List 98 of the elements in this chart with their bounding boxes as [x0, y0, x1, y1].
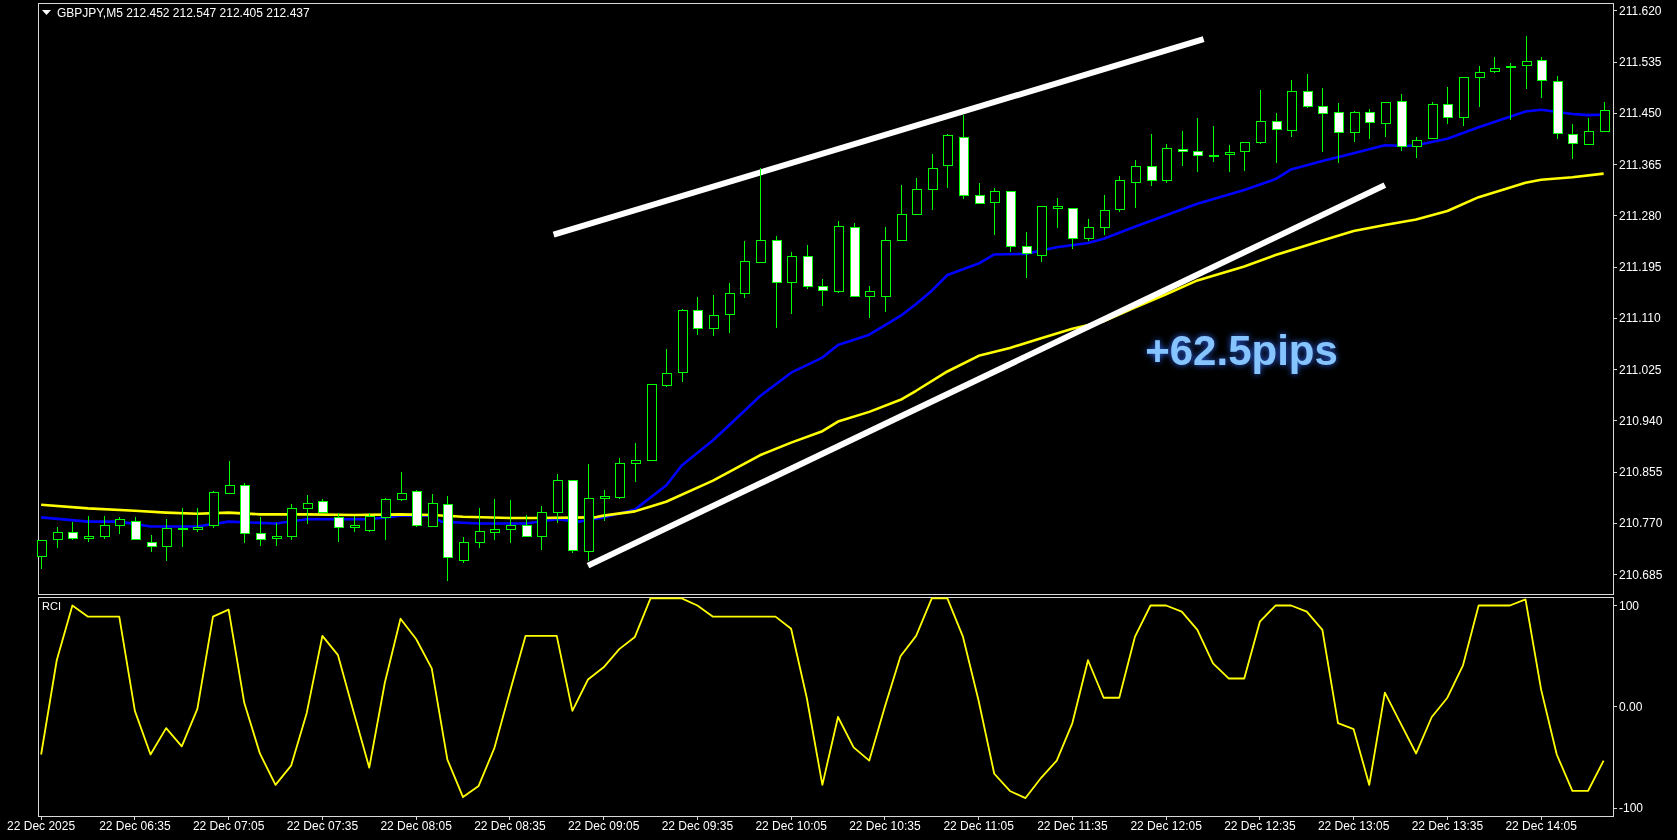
candlestick: [1599, 101, 1610, 132]
candlestick: [302, 494, 313, 525]
candlestick: [724, 282, 735, 334]
x-tick-label: 22 Dec 13:05: [1317, 819, 1390, 833]
candlestick: [1583, 117, 1594, 146]
x-tick-label: 22 Dec 08:35: [474, 819, 546, 833]
candlestick: [521, 514, 532, 538]
y-tick-label: 211.620: [1619, 3, 1662, 18]
y-tick-label: 210.685: [1619, 567, 1663, 582]
x-tick-label: 22 Dec 07:35: [286, 819, 359, 833]
candlestick: [1317, 87, 1328, 153]
candlestick: [427, 493, 438, 528]
candlestick: [974, 182, 985, 205]
x-tick-label: 22 Dec 2025: [7, 819, 76, 833]
y-tick-label: -100: [1619, 801, 1644, 816]
y-tick-label: 211.195: [1619, 260, 1662, 275]
candlestick: [1380, 102, 1391, 138]
y-tick-label: 210.940: [1619, 413, 1663, 428]
candlestick: [1505, 62, 1516, 121]
candlestick: [1442, 86, 1453, 125]
candlestick: [1536, 56, 1547, 99]
annotation: +62.5pips: [1145, 327, 1338, 375]
candlestick: [224, 460, 235, 494]
y-tick-label: 211.025: [1619, 362, 1662, 377]
x-tick-label: 22 Dec 14:05: [1505, 819, 1578, 833]
candlestick: [708, 294, 719, 337]
candlestick: [1411, 136, 1422, 159]
candlestick: [1567, 123, 1578, 160]
candlestick: [177, 507, 188, 548]
line-series: [40, 597, 1605, 799]
candlestick: [817, 278, 828, 307]
candlestick: [458, 536, 469, 564]
x-tick-label: 22 Dec 10:05: [755, 819, 828, 833]
candlestick: [1021, 231, 1032, 279]
candlestick: [333, 512, 344, 543]
candlestick: [1333, 102, 1344, 164]
x-tick-label: 22 Dec 09:05: [567, 819, 640, 833]
y-tick-label: 211.110: [1619, 311, 1661, 326]
candlestick: [1146, 133, 1157, 187]
candlestick: [1474, 65, 1485, 108]
candlestick: [161, 518, 172, 562]
x-tick-label: 22 Dec 08:05: [380, 819, 453, 833]
candlestick: [630, 442, 641, 483]
x-tick-label: 22 Dec 11:35: [1037, 819, 1108, 833]
x-tick-label: 22 Dec 10:35: [849, 819, 921, 833]
candlestick: [1192, 117, 1203, 173]
x-tick-label: 22 Dec 07:05: [192, 819, 265, 833]
candlestick: [364, 512, 375, 533]
candlestick: [1130, 159, 1141, 209]
x-tick-label: 22 Dec 12:05: [1130, 819, 1203, 833]
candlestick: [1177, 130, 1188, 167]
candlestick: [1083, 219, 1094, 242]
candlestick: [1255, 89, 1266, 145]
candlestick: [1239, 141, 1250, 172]
x-tick-label: 22 Dec 12:35: [1224, 819, 1296, 833]
candlestick: [505, 499, 516, 544]
candlestick: [661, 348, 672, 388]
chart-title: RCI: [42, 600, 61, 612]
x-tick-label: 22 Dec 06:35: [99, 819, 171, 833]
candlestick: [989, 187, 1000, 236]
x-tick-label: 22 Dec 11:05: [943, 819, 1015, 833]
y-tick-label: 211.535: [1619, 55, 1662, 70]
candlestick: [1302, 73, 1313, 109]
candlestick: [1521, 35, 1532, 90]
candlestick: [1364, 108, 1375, 140]
y-tick-label: 0.00: [1619, 699, 1643, 714]
candlestick: [755, 167, 766, 264]
y-tick-label: 211.365: [1619, 157, 1662, 172]
candlestick: [1099, 194, 1110, 236]
candlestick: [83, 515, 94, 543]
x-tick-label: 22 Dec 09:35: [661, 819, 734, 833]
candlestick: [1224, 144, 1235, 173]
candlestick: [99, 515, 110, 540]
candlestick: [1208, 125, 1219, 163]
chart-title: GBPJPY,M5 212.452 212.547 212.405 212.437: [57, 6, 310, 20]
candlestick: [489, 498, 500, 541]
candlestick: [692, 296, 703, 336]
candlestick: [599, 489, 610, 522]
candlestick: [255, 516, 266, 547]
y-tick-label: 211.450: [1619, 106, 1662, 121]
y-tick-label: 100: [1619, 598, 1640, 613]
candlestick: [474, 507, 485, 549]
y-tick-label: 210.855: [1619, 465, 1663, 480]
candlestick: [67, 521, 78, 541]
candlestick: [1052, 197, 1063, 229]
candlestick: [380, 497, 391, 541]
candlestick: [864, 285, 875, 319]
candlestick: [52, 526, 63, 549]
x-tick-label: 22 Dec 13:35: [1411, 819, 1484, 833]
candlestick: [1271, 112, 1282, 164]
candlestick: [396, 471, 407, 502]
candlestick: [927, 153, 938, 211]
y-tick-label: 211.280: [1619, 208, 1662, 223]
y-tick-label: 210.770: [1619, 516, 1663, 531]
candlestick: [271, 522, 282, 547]
candlestick: [536, 505, 547, 551]
candlestick: [192, 507, 203, 533]
candlestick: [1349, 110, 1360, 143]
